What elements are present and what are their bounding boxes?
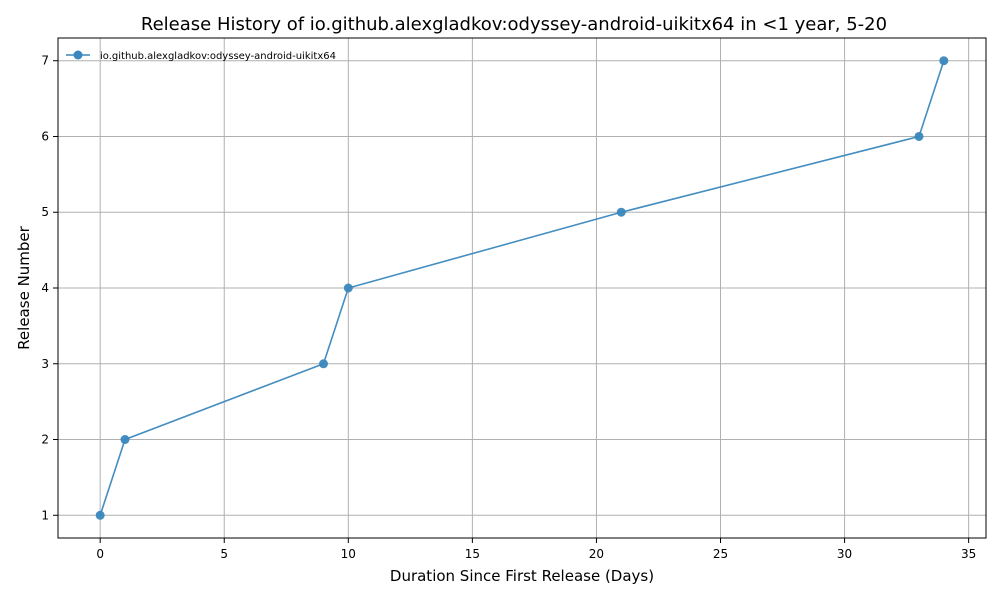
legend: io.github.alexgladkov:odyssey-android-ui… <box>66 50 336 62</box>
axis-ticks: 0 5 10 15 20 25 30 35 1 2 3 4 5 6 7 <box>41 54 976 561</box>
x-tick-label: 10 <box>341 547 356 561</box>
data-point <box>939 56 949 66</box>
legend-series-name: io.github.alexgladkov:odyssey-android-ui… <box>100 51 336 62</box>
grid-lines <box>58 38 986 538</box>
y-tick-label: 2 <box>41 433 49 447</box>
x-tick-label: 35 <box>961 547 976 561</box>
y-tick-label: 1 <box>41 508 49 522</box>
chart-title: Release History of io.github.alexgladkov… <box>141 14 887 35</box>
series-layer <box>95 56 949 520</box>
x-tick-label: 5 <box>220 547 228 561</box>
x-tick-label: 20 <box>589 547 604 561</box>
y-tick-label: 4 <box>41 281 49 295</box>
y-tick-label: 3 <box>41 357 49 371</box>
x-axis-label: Duration Since First Release (Days) <box>390 567 654 585</box>
y-tick-label: 7 <box>41 54 49 68</box>
y-axis-label: Release Number <box>15 225 33 349</box>
x-tick-label: 0 <box>96 547 104 561</box>
data-point <box>318 359 328 369</box>
y-tick-label: 6 <box>41 129 49 143</box>
x-tick-label: 30 <box>837 547 852 561</box>
data-point <box>95 510 105 520</box>
legend-series-marker <box>73 50 83 60</box>
data-point <box>120 435 130 445</box>
data-point <box>914 131 924 141</box>
plot-area-frame <box>57 37 987 539</box>
x-tick-label: 25 <box>713 547 728 561</box>
x-tick-label: 15 <box>465 547 480 561</box>
data-point <box>343 283 353 293</box>
data-point <box>616 207 626 217</box>
y-tick-label: 5 <box>41 205 49 219</box>
